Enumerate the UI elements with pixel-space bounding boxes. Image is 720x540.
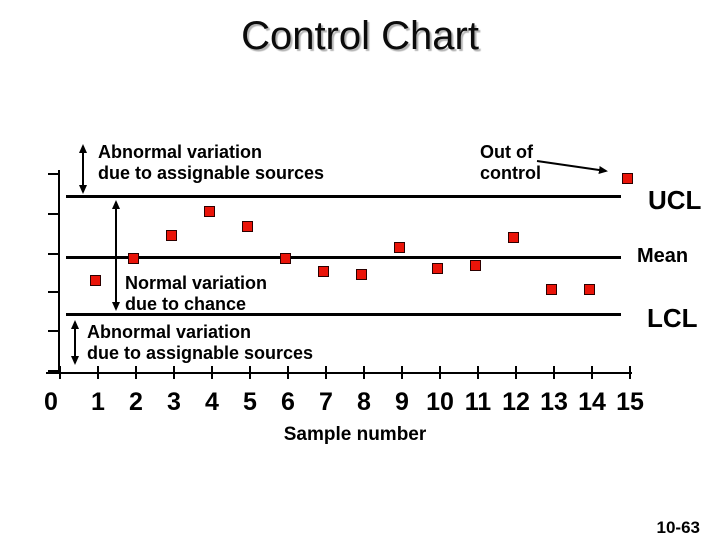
data-point	[165, 230, 177, 242]
annotation-text-line: Normal variation	[125, 273, 268, 293]
annotation-normal-variation: Normal variation due to chance	[125, 273, 267, 315]
page-number: 10-63	[656, 518, 700, 537]
y-axis-tick	[48, 173, 60, 175]
x-axis-tick	[439, 366, 441, 379]
x-axis-tick-label: 8	[357, 388, 371, 416]
ucl-line	[66, 195, 621, 198]
annotation-text-line: due to chance	[125, 294, 247, 314]
data-point	[469, 260, 481, 272]
data-point	[241, 220, 253, 232]
x-axis-tick-label: 10	[426, 388, 454, 416]
x-axis-tick-label: 5	[243, 388, 257, 416]
x-axis-tick	[477, 366, 479, 379]
out-of-control-pointer-arrow	[536, 160, 608, 174]
x-axis-tick	[59, 366, 61, 379]
annotation-out-of-control: Out of control	[480, 142, 541, 184]
annotation-text-line: control	[480, 163, 541, 183]
annotation-text-line: Abnormal variation	[98, 142, 263, 162]
annotation-text-line: Out of	[480, 142, 533, 162]
annotation-text-line: Abnormal variation	[87, 322, 252, 342]
x-axis-tick	[249, 366, 251, 379]
x-axis-tick	[325, 366, 327, 379]
x-axis-tick-label: 6	[281, 388, 295, 416]
x-axis-tick-label: 1	[91, 388, 105, 416]
x-axis-title: Sample number	[283, 424, 427, 445]
x-axis-tick-label: 9	[395, 388, 409, 416]
annotation-text-line: due to assignable sources	[87, 343, 314, 363]
x-axis-tick-label: 15	[616, 388, 644, 416]
out-of-control-point	[621, 173, 633, 185]
x-axis-tick-label: 0	[44, 388, 58, 416]
ucl-label: UCL	[648, 185, 702, 215]
data-point	[355, 269, 367, 281]
y-axis-tick	[48, 213, 60, 215]
lcl-label: LCL	[647, 303, 698, 333]
data-point	[89, 275, 101, 287]
x-axis-tick	[515, 366, 517, 379]
y-axis-tick	[48, 291, 60, 293]
annotation-text-line: due to assignable sources	[98, 163, 325, 183]
x-axis-tick	[173, 366, 175, 379]
x-axis-tick-label: 12	[502, 388, 530, 416]
y-axis-tick	[48, 253, 60, 255]
data-point	[127, 252, 139, 264]
data-point	[279, 252, 291, 264]
x-axis-tick-label: 4	[205, 388, 219, 416]
x-axis-tick-label: 13	[540, 388, 568, 416]
data-point	[507, 231, 519, 243]
x-axis-tick	[97, 366, 99, 379]
data-point	[431, 263, 443, 275]
x-axis-tick	[287, 366, 289, 379]
annotation-abnormal-variation-bottom: Abnormal variation due to assignable sou…	[87, 322, 313, 364]
mean-label: Mean	[637, 245, 689, 267]
x-axis-tick	[591, 366, 593, 379]
data-point	[545, 284, 557, 296]
x-axis-tick	[363, 366, 365, 379]
x-axis-tick	[629, 366, 631, 379]
lcl-line	[66, 313, 621, 316]
x-axis	[46, 372, 632, 374]
y-axis-tick	[48, 370, 60, 372]
x-axis-tick	[211, 366, 213, 379]
data-point	[393, 241, 405, 253]
data-point	[317, 266, 329, 278]
slide-title: Control Chart	[241, 14, 479, 58]
x-axis-tick	[553, 366, 555, 379]
y-axis	[58, 170, 60, 374]
x-axis-tick-label: 2	[129, 388, 143, 416]
mean-line	[66, 256, 621, 259]
x-axis-tick-label: 11	[464, 388, 492, 416]
annotation-abnormal-variation-top: Abnormal variation due to assignable sou…	[98, 142, 324, 184]
y-axis-tick	[48, 330, 60, 332]
x-axis-tick-label: 7	[319, 388, 333, 416]
x-axis-tick-label: 14	[578, 388, 606, 416]
x-axis-tick	[401, 366, 403, 379]
data-point	[583, 284, 595, 296]
x-axis-tick-label: 3	[167, 388, 181, 416]
data-point	[203, 205, 215, 217]
x-axis-tick	[135, 366, 137, 379]
